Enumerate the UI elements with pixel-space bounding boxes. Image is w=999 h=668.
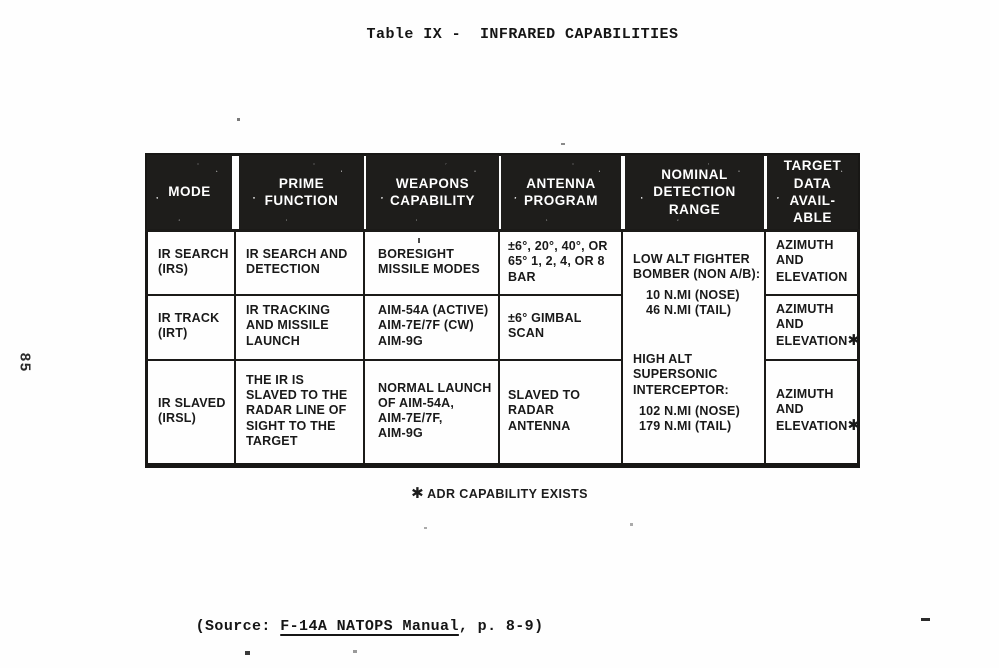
cell-mode-ir-track: IR TRACK (IRT) [158,310,220,340]
table-title: Table IX - INFRARED CAPABILITIES [366,26,679,43]
cell-function-ir-track: IR TRACKING AND MISSILE LAUNCH [246,303,331,348]
column-line-1 [234,229,236,463]
scan-speck [418,238,420,243]
source-suffix: , p. 8-9) [458,618,544,635]
scan-speck [237,118,240,121]
cell-target-data-ir-track: AZIMUTH AND ELEVATION✱ [776,301,861,350]
scan-speck [921,618,930,621]
cell-mode-ir-slaved: IR SLAVED (IRSL) [158,395,226,425]
table-footnote: ✱ ADR CAPABILITY EXISTS [0,484,999,502]
cell-antenna-ir-slaved: SLAVED TO RADAR ANTENNA [508,388,581,433]
row-line-1-right [764,294,860,296]
detection-low-values: 10 N.MI (NOSE) 46 N.MI (TAIL) [646,287,740,317]
cell-weapons-ir-search: BORESIGHT MISSILE MODES [378,246,480,276]
adr-asterisk: ✱ [847,332,861,350]
cell-mode-ir-search: IR SEARCH (IRS) [158,246,229,276]
column-line-2 [363,229,365,463]
source-reference: F-14A NATOPS Manual [280,618,459,635]
header-weapons-capability: WEAPONS CAPABILITY [366,155,499,229]
footnote-text: ADR CAPABILITY EXISTS [423,487,588,501]
header-detection-range: NOMINAL DETECTION RANGE [625,155,764,229]
column-line-5 [764,229,766,463]
cell-weapons-ir-slaved: NORMAL LAUNCH OF AIM-54A, AIM-7E/7F, AIM… [378,380,492,441]
column-line-3 [498,229,500,463]
header-prime-function: PRIME FUNCTION [239,155,364,229]
row-line-1-left [145,294,623,296]
cell-target-data-ir-search: AZIMUTH AND ELEVATION [776,237,848,285]
row-line-2-left [145,359,623,361]
table-border-left [145,153,148,468]
cell-function-ir-slaved: THE IR IS SLAVED TO THE RADAR LINE OF SI… [246,372,348,448]
table-border-right [857,153,860,468]
scan-speck [353,650,357,653]
cell-detection-range: LOW ALT FIGHTER BOMBER (NON A/B): 10 N.M… [623,231,764,463]
cell-weapons-ir-track: AIM-54A (ACTIVE) AIM-7E/7F (CW) AIM-9G [378,303,489,348]
detection-low-heading: LOW ALT FIGHTER BOMBER (NON A/B): [633,252,761,282]
header-antenna-program: ANTENNA PROGRAM [501,155,621,229]
detection-high-heading: HIGH ALT SUPERSONIC INTERCEPTOR: [633,352,729,397]
row-line-2-right [764,359,860,361]
header-mode: MODE [147,155,232,229]
page-number: 85 [15,352,33,373]
header-separator-line [145,229,860,232]
cell-function-ir-search: IR SEARCH AND DETECTION [246,246,348,276]
infrared-capabilities-table: MODE PRIME FUNCTION WEAPONS CAPABILITY A… [145,153,860,468]
cell-antenna-ir-search: ±6°, 20°, 40°, OR 65° 1, 2, 4, OR 8 BAR [508,239,608,284]
table-border-top [145,153,860,156]
scan-speck [245,651,250,655]
source-prefix: (Source: [195,618,281,635]
cell-target-data-ir-slaved: AZIMUTH AND ELEVATION✱ [776,386,861,435]
adr-asterisk: ✱ [847,417,861,435]
detection-high-values: 102 N.MI (NOSE) 179 N.MI (TAIL) [639,403,740,433]
scan-speck [424,527,427,529]
footnote-asterisk: ✱ [411,485,424,502]
header-target-data: TARGET DATA AVAIL- ABLE [767,155,858,229]
table-border-bottom [145,463,860,468]
scan-speck [561,143,565,145]
column-line-4 [621,229,623,463]
scan-speck [630,523,633,526]
source-citation: (Source: F-14A NATOPS Manual, p. 8-9) [158,601,544,652]
cell-antenna-ir-track: ±6° GIMBAL SCAN [508,310,582,340]
